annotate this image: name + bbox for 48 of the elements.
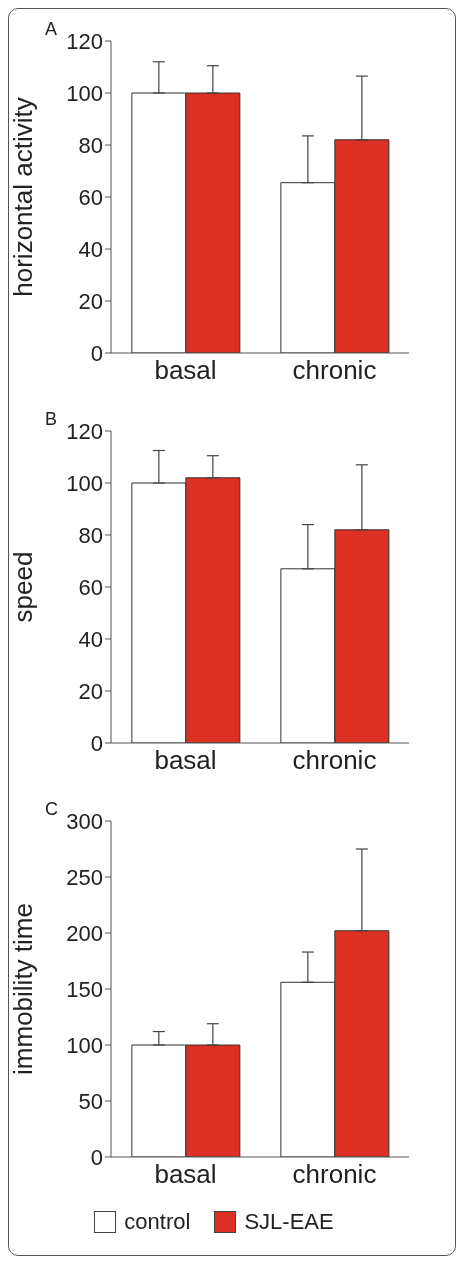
chart-title: C [45,799,58,820]
y-tick-label: 300 [66,808,103,834]
y-tick-label: 40 [78,236,103,262]
legend-label: SJL-EAE [244,1209,334,1235]
y-tick-label: 0 [90,730,103,756]
x-tick-label: chronic [292,355,377,386]
y-tick-label: 80 [78,522,103,548]
x-tick-label: basal [154,745,217,776]
x-tick-label: basal [154,355,217,386]
y-tick-label: 200 [66,920,103,946]
bar [280,182,336,353]
y-axis-title: speed [8,551,39,623]
y-tick-label: 0 [90,1144,103,1170]
y-tick-label: 150 [66,976,103,1002]
text: control [124,1209,191,1235]
bar [334,930,390,1157]
y-tick-label: 100 [66,470,103,496]
bar [334,529,390,743]
bar [131,92,187,353]
x-tick-label: basal [154,1159,217,1190]
bar [185,1044,241,1157]
y-tick-label: 250 [66,864,103,890]
bar [185,477,241,743]
bar [334,139,390,353]
y-axis-title: immobility time [8,903,39,1075]
y-axis-title: horizontal activity [8,97,39,297]
y-tick-label: 100 [66,80,103,106]
y-tick-label: 60 [78,574,103,600]
bar [131,482,187,743]
y-tick-label: 100 [66,1032,103,1058]
bar [280,568,336,743]
bar [131,1044,187,1157]
y-tick-label: 20 [78,678,103,704]
bar [185,92,241,353]
x-tick-label: chronic [292,745,377,776]
y-tick-label: 120 [66,418,103,444]
y-tick-label: 20 [78,288,103,314]
bar [280,981,336,1157]
y-tick-label: 80 [78,132,103,158]
chart-title: A [45,19,58,40]
y-tick-label: 0 [90,340,103,366]
panel-frame: A basal chronic 0 20 40 60 80 100 120 horizontal activity B basal chronic 0 20 40 60 80 100 120 speed C control SJL-EAE basal chronic 0 50 100 150 200 250 300 immobility time [8,8,456,1256]
x-tick-label: chronic [292,1159,377,1190]
y-tick-label: 60 [78,184,103,210]
y-tick-label: 50 [78,1088,103,1114]
chart-title: B [45,409,58,430]
y-tick-label: 120 [66,28,103,54]
y-tick-label: 40 [78,626,103,652]
